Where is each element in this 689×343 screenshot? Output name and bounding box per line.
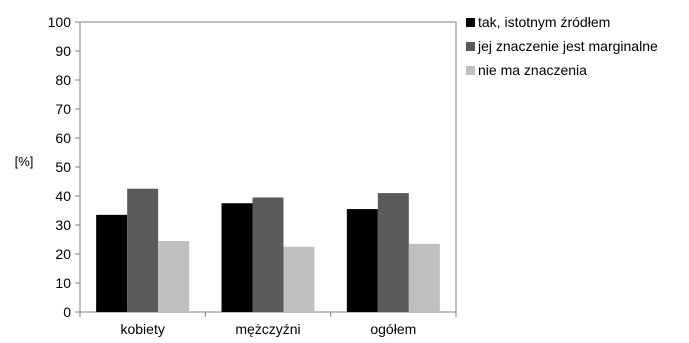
y-tick-label: 70 [55,101,71,117]
y-tick-label: 20 [55,246,71,262]
legend-swatch [466,66,475,75]
legend-label: tak, istotnym źródłem [478,14,610,30]
legend-label: nie ma znaczenia [478,62,587,78]
bar-ogółem-series-1 [346,209,378,312]
x-category-label: mężczyźni [235,321,300,337]
y-tick-label: 80 [55,72,71,88]
y-axis-title: [%] [15,154,34,169]
y-tick-label: 10 [55,275,71,291]
x-category-label: kobiety [120,321,164,337]
y-tick-label: 60 [55,130,71,146]
y-tick-label: 90 [55,43,71,59]
legend-swatch [466,18,475,27]
y-tick-label: 100 [48,14,72,30]
x-category-label: ogółem [370,321,416,337]
bar-kobiety-series-3 [158,240,190,312]
bar-ogółem-series-2 [377,193,409,312]
bar-kobiety-series-2 [127,188,159,312]
bar-mężczyźni-series-3 [283,246,315,312]
y-tick-label: 50 [55,159,71,175]
y-tick-label: 0 [63,304,71,320]
legend-swatch [466,42,475,51]
y-tick-label: 30 [55,217,71,233]
bar-ogółem-series-3 [408,243,440,312]
bar-mężczyźni-series-1 [221,203,253,312]
bar-kobiety-series-1 [96,214,128,312]
y-tick-label: 40 [55,188,71,204]
legend-label: jej znaczenie jest marginalne [477,38,658,54]
bar-mężczyźni-series-2 [252,197,284,312]
